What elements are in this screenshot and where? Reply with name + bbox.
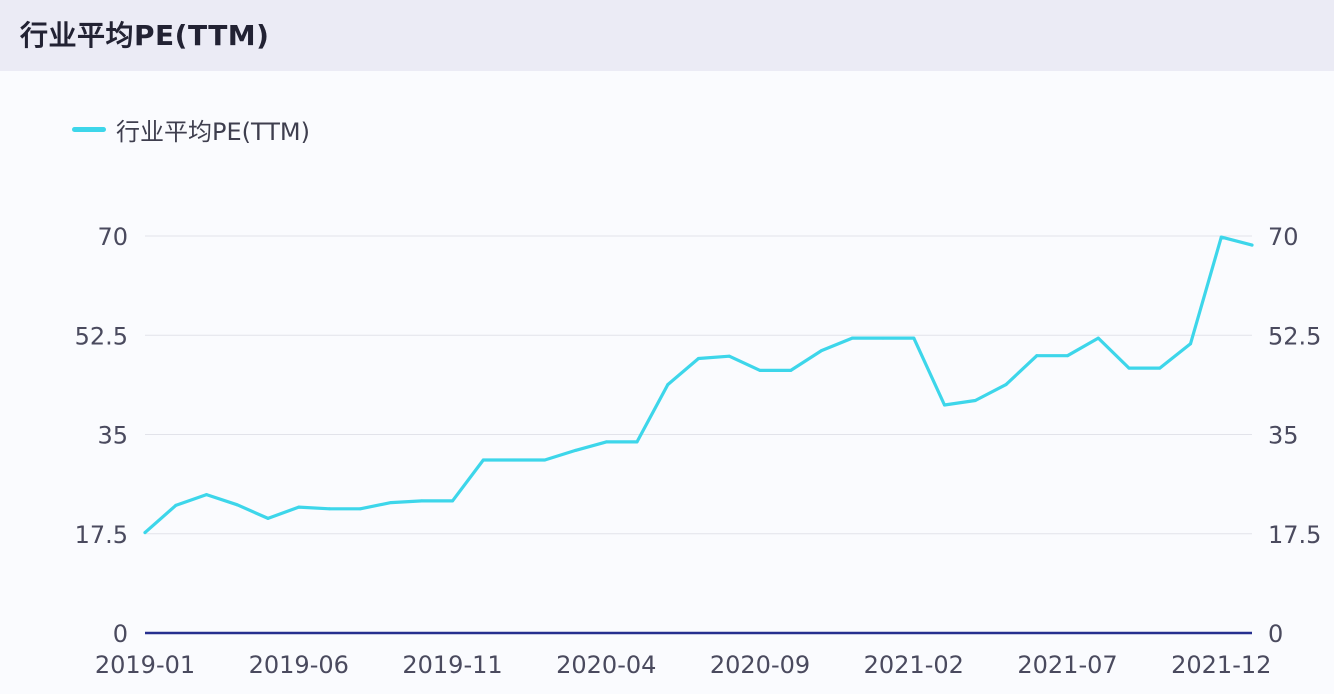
x-tick-label: 2019-11 xyxy=(402,651,502,679)
y-tick-label-left: 70 xyxy=(97,223,128,251)
data-point xyxy=(143,531,147,535)
x-tick-label: 2019-01 xyxy=(95,651,195,679)
data-point xyxy=(697,357,700,361)
data-point xyxy=(235,503,239,507)
data-point xyxy=(297,505,301,509)
data-point xyxy=(451,499,454,503)
x-tick-label: 2021-07 xyxy=(1017,651,1117,679)
data-point xyxy=(912,336,916,340)
data-point xyxy=(543,458,547,462)
x-tick-label: 2021-02 xyxy=(864,651,964,679)
data-point xyxy=(943,403,946,407)
data-point xyxy=(1066,354,1069,358)
legend-swatch xyxy=(72,126,106,132)
data-point xyxy=(1219,235,1223,239)
data-point xyxy=(420,499,424,503)
data-point xyxy=(850,336,854,340)
data-point xyxy=(389,501,393,505)
x-tick-label: 2021-12 xyxy=(1171,651,1271,679)
data-point xyxy=(973,398,977,402)
legend[interactable]: 行业平均PE(TTM) xyxy=(72,112,310,146)
data-point xyxy=(789,368,793,372)
data-point xyxy=(820,349,823,353)
data-point xyxy=(266,516,270,520)
data-point xyxy=(635,440,639,444)
data-point xyxy=(328,507,331,511)
data-point xyxy=(727,354,731,358)
x-tick-label: 2020-04 xyxy=(556,651,656,679)
y-tick-label-left: 52.5 xyxy=(75,322,128,350)
data-point xyxy=(1189,342,1192,346)
data-point xyxy=(205,493,208,497)
y-tick-label-right: 35 xyxy=(1268,422,1299,450)
y-tick-label-left: 35 xyxy=(97,422,128,450)
data-point xyxy=(1096,336,1100,340)
y-tick-label-right: 17.5 xyxy=(1268,521,1321,549)
legend-label: 行业平均PE(TTM) xyxy=(116,117,310,146)
data-point xyxy=(758,368,762,372)
data-point xyxy=(1035,354,1039,358)
data-point xyxy=(512,458,516,462)
data-point xyxy=(666,383,670,387)
y-tick-label-left: 17.5 xyxy=(75,521,128,549)
data-point xyxy=(1158,366,1162,370)
y-tick-label-left: 0 xyxy=(113,620,128,648)
data-point xyxy=(1127,366,1131,370)
data-point xyxy=(574,448,577,452)
chart-header: 行业平均PE(TTM) xyxy=(0,0,1334,71)
x-tick-label: 2020-09 xyxy=(710,651,810,679)
data-point xyxy=(1004,383,1008,387)
data-point xyxy=(604,440,608,444)
data-point xyxy=(1250,243,1254,247)
chart-title: 行业平均PE(TTM) xyxy=(20,19,270,52)
data-point xyxy=(881,336,885,340)
series-line-pe-ttm xyxy=(143,235,1254,535)
x-tick-label: 2019-06 xyxy=(249,651,349,679)
y-tick-label-right: 52.5 xyxy=(1268,322,1321,350)
y-tick-label-right: 70 xyxy=(1268,223,1299,251)
data-point xyxy=(358,507,362,511)
y-tick-label-right: 0 xyxy=(1268,620,1283,648)
data-point xyxy=(481,458,485,462)
data-point xyxy=(174,503,178,507)
